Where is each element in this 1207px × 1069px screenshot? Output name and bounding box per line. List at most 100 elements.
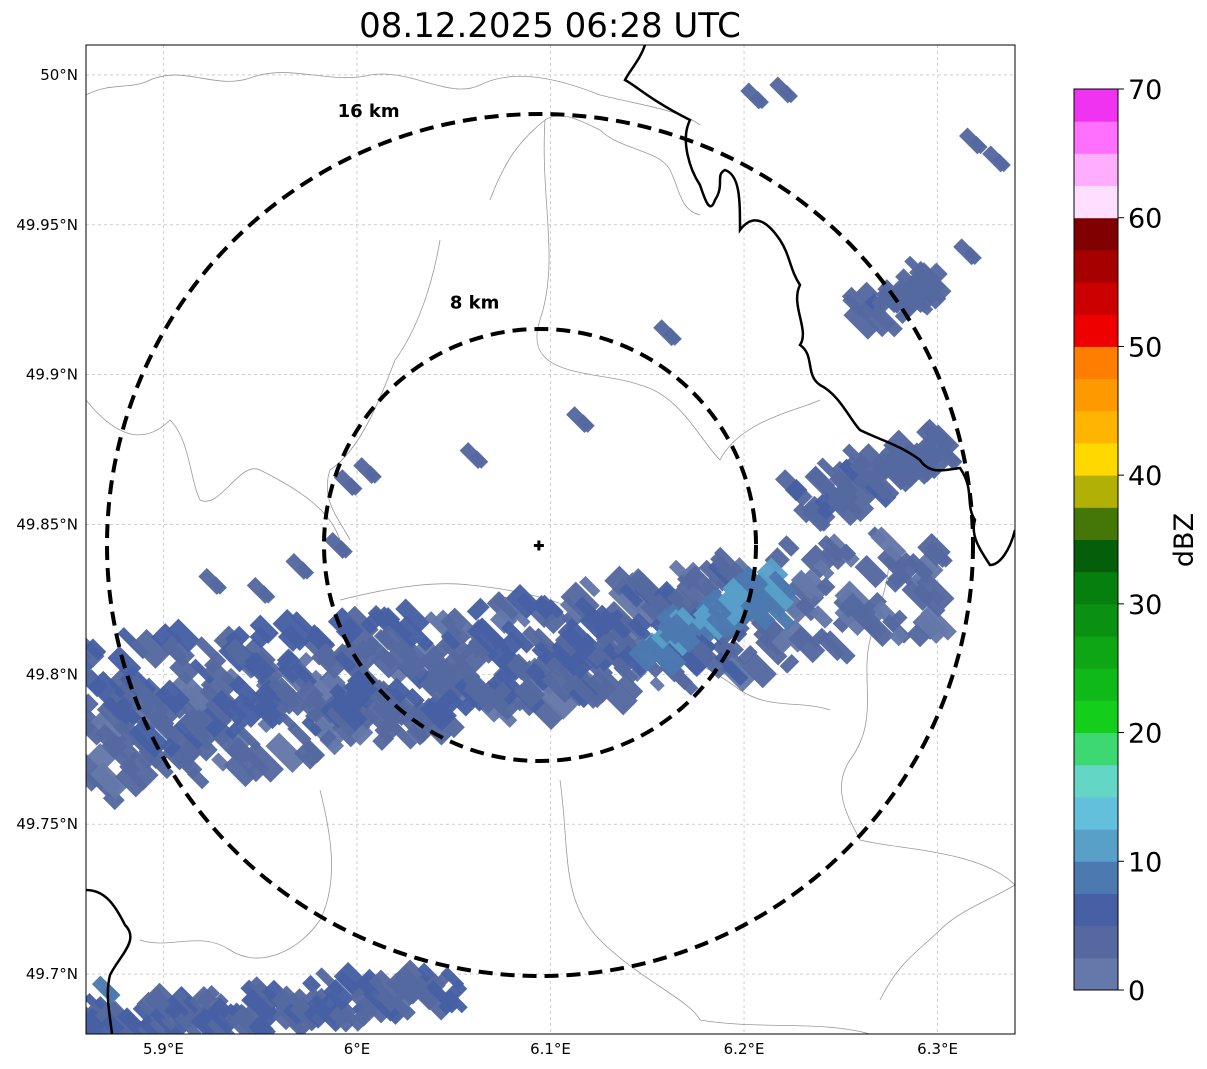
echo-cell [258, 999, 280, 1021]
echo-cell [160, 736, 182, 758]
echo-cell [102, 788, 125, 811]
echo-cell [334, 651, 357, 673]
echo-cell [322, 979, 355, 1011]
colorbar-tick-label: 0 [1128, 976, 1145, 1007]
echo-cell [916, 552, 944, 580]
echo-cell [363, 465, 382, 484]
echo-cell [119, 751, 159, 791]
district-boundary-central [536, 119, 821, 461]
echo-cell [419, 693, 457, 732]
range-ring-16km [105, 112, 975, 978]
border-france-southwest [86, 888, 132, 1034]
echo-cell [611, 656, 639, 684]
colorbar-swatch [1074, 829, 1118, 862]
echo-cell [87, 743, 116, 772]
echo-cell [868, 470, 900, 502]
echo-cell [579, 575, 601, 598]
echo-cell [441, 631, 461, 651]
colorbar-swatch [1074, 185, 1118, 219]
echo-cell [154, 679, 191, 715]
echo-cell [166, 618, 201, 653]
echo-cell [121, 1033, 136, 1034]
echo-cell [885, 609, 908, 632]
echo-cell [311, 642, 334, 666]
colorbar-tick-label: 70 [1128, 75, 1162, 106]
colorbar-swatches [1074, 89, 1118, 991]
echo-cell [567, 674, 602, 709]
echo-cell [650, 641, 687, 678]
echo-cell [827, 543, 847, 562]
echo-cell [434, 688, 464, 717]
lat-tick-label: 49.85°N [16, 516, 78, 534]
echo-cell [544, 598, 564, 619]
echo-cell [854, 606, 895, 647]
echo-cell [334, 540, 353, 559]
echo-cell [888, 626, 909, 647]
colorbar-swatch [1074, 217, 1118, 251]
lon-tick-label: 5.9°E [143, 1040, 184, 1058]
lat-tick-label: 49.95°N [16, 216, 78, 234]
echo-cell [492, 681, 512, 702]
map-frame [85, 44, 1016, 1035]
echo-cell [505, 584, 541, 619]
echo-cell [257, 715, 275, 734]
echo-cell [867, 301, 903, 338]
map-title: 08.12.2025 06:28 UTC [359, 6, 741, 46]
colorbar-tick-label: 30 [1128, 590, 1162, 621]
district-boundary-north [86, 72, 701, 126]
echo-cell [893, 551, 922, 581]
echo-cell [863, 591, 887, 616]
echo-cell [224, 1012, 254, 1034]
echo-cell [301, 716, 323, 737]
echo-cell [180, 707, 213, 740]
echo-cell [675, 673, 699, 696]
colorbar-ticks: 0 10 20 30 40 50 60 70 [1118, 75, 1162, 1007]
echo-cell [196, 985, 220, 1009]
echo-cell [788, 626, 826, 664]
echo-cell [149, 1015, 176, 1034]
echo-cell [189, 658, 216, 685]
echo-cell [843, 304, 880, 340]
echo-cell [389, 994, 416, 1021]
lon-tick-label: 6.3°E [917, 1040, 958, 1058]
echo-cell [377, 606, 413, 642]
echo-cell [280, 713, 297, 731]
range-ring-label-16km: 16 km [338, 101, 400, 122]
district-boundary-south-east [879, 884, 1015, 1001]
echo-cell [400, 985, 418, 1003]
lon-tick-label: 6°E [344, 1040, 371, 1058]
echo-cell [542, 607, 569, 635]
lat-tick-label: 49.8°N [26, 665, 78, 683]
echo-cell [920, 604, 957, 641]
lon-tick-label: 6.2°E [724, 1040, 765, 1058]
echo-cell [138, 1014, 166, 1034]
echo-cell [243, 652, 276, 684]
echo-cell [317, 649, 347, 679]
echo-cell [272, 609, 315, 651]
echo-cell [559, 596, 586, 623]
echo-cell [809, 605, 834, 629]
echo-cell [228, 675, 261, 708]
echo-cell [208, 576, 227, 595]
echo-cell [174, 1012, 202, 1034]
echo-cell [531, 640, 556, 665]
echo-cell [169, 655, 199, 685]
colorbar-swatch [1074, 507, 1118, 540]
colorbar-swatch [1074, 346, 1118, 380]
echo-cell [842, 443, 872, 473]
echo-cell [302, 974, 322, 994]
colorbar-swatch [1074, 442, 1118, 476]
district-boundaries [86, 72, 1015, 1034]
colorbar-swatch [1074, 282, 1118, 315]
echo-cell [596, 673, 638, 716]
echo-cell [246, 996, 273, 1022]
echo-cell [821, 630, 856, 665]
echo-cell [768, 570, 798, 600]
echo-cell [290, 661, 318, 689]
radar-echoes [86, 76, 1011, 1034]
colorbar-swatch [1074, 539, 1118, 573]
district-boundary-mid [326, 239, 441, 541]
colorbar-tick-label: 50 [1128, 332, 1162, 363]
echo-cell [370, 647, 402, 679]
